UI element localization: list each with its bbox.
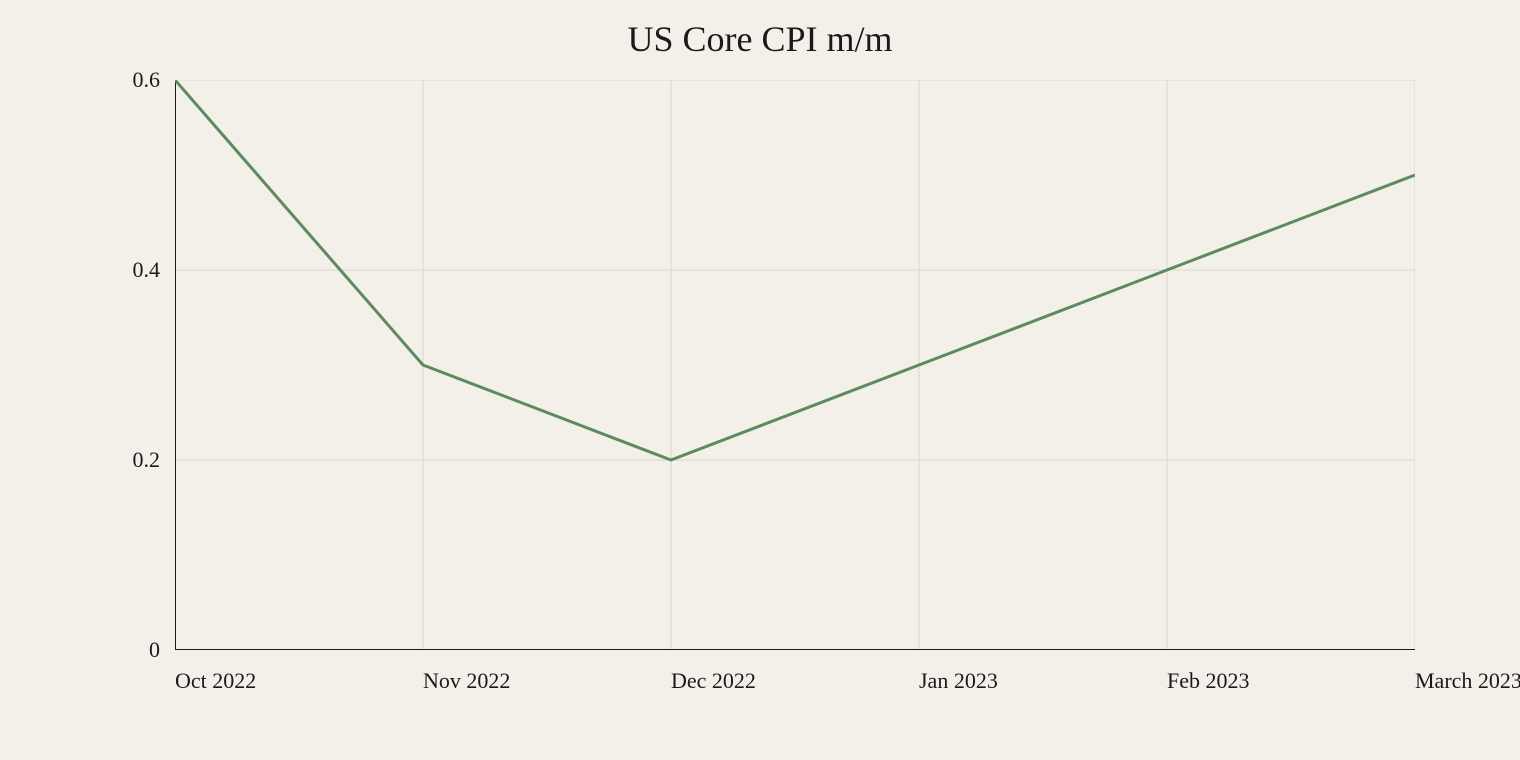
x-tick-label: Oct 2022 <box>175 668 256 694</box>
y-tick-label: 0.4 <box>105 257 160 283</box>
y-tick-label: 0 <box>105 637 160 663</box>
chart-title: US Core CPI m/m <box>0 18 1520 60</box>
x-tick-label: March 2023 <box>1415 668 1520 694</box>
y-tick-label: 0.2 <box>105 447 160 473</box>
chart-plot-area <box>175 80 1415 650</box>
cpi-line-chart: US Core CPI m/m 0 0.2 0.4 0.6 Oct 2022 Nov 20… <box>0 0 1520 760</box>
x-tick-label: Jan 2023 <box>919 668 998 694</box>
x-tick-label: Nov 2022 <box>423 668 510 694</box>
x-tick-label: Dec 2022 <box>671 668 756 694</box>
y-tick-label: 0.6 <box>105 67 160 93</box>
x-tick-label: Feb 2023 <box>1167 668 1250 694</box>
